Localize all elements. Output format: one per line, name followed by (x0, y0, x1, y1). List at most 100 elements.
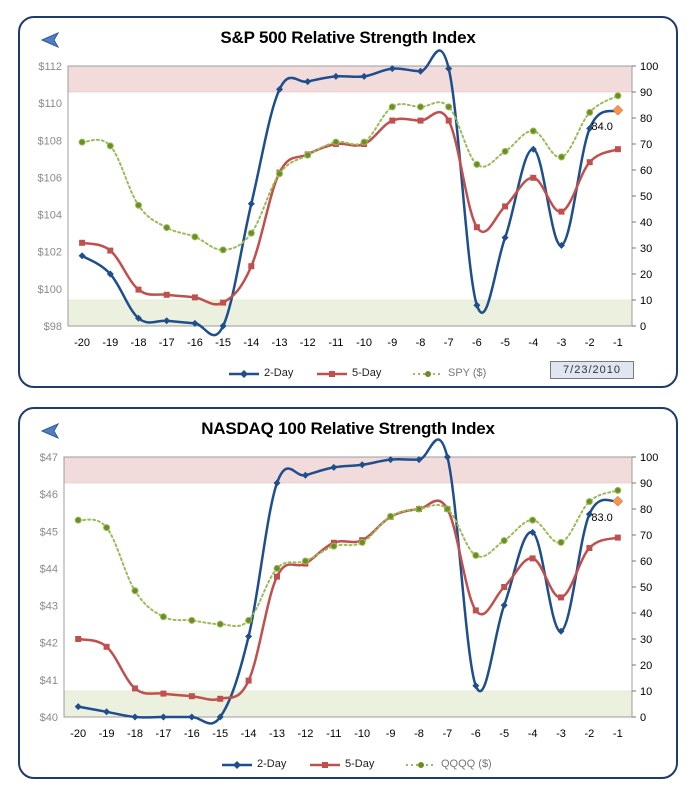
data-point (586, 124, 594, 132)
data-point (217, 695, 224, 702)
left-axis-tick-label: $46 (40, 489, 58, 501)
data-point (245, 632, 253, 640)
left-axis-tick-label: $42 (40, 638, 58, 650)
data-point (388, 103, 396, 111)
data-point (191, 294, 198, 301)
data-point (529, 145, 537, 153)
x-axis-tick-label: -12 (300, 337, 316, 349)
last-value-marker (612, 495, 624, 507)
x-axis-tick-label: -13 (272, 337, 288, 349)
data-point (74, 703, 82, 711)
right-axis-tick-label: 20 (640, 660, 652, 672)
x-axis-tick-label: -20 (70, 728, 86, 740)
data-point (220, 299, 227, 306)
data-point (216, 713, 224, 721)
legend-label: SPY ($) (448, 367, 487, 380)
legend-swatch (406, 762, 436, 768)
data-point (472, 682, 480, 690)
right-axis-tick-label: 40 (640, 217, 652, 229)
data-point (135, 201, 142, 209)
data-point (78, 252, 86, 260)
oversold-band (63, 690, 633, 718)
data-point (443, 453, 451, 461)
data-point (417, 103, 424, 111)
x-axis-tick-label: -10 (354, 728, 370, 740)
data-point (614, 486, 622, 494)
x-axis-tick-label: -19 (102, 337, 118, 349)
data-point (74, 516, 82, 524)
x-axis-tick-label: -15 (215, 337, 231, 349)
data-point (219, 322, 227, 330)
data-point (529, 528, 537, 536)
right-axis-tick-label: 80 (640, 504, 652, 516)
data-point (387, 512, 395, 520)
data-point (445, 65, 453, 73)
data-point (389, 117, 396, 124)
right-axis-tick-label: 90 (640, 87, 652, 99)
data-point (274, 573, 280, 580)
legend-label: 2-Day (257, 758, 287, 771)
left-axis-tick-label: $98 (44, 321, 62, 333)
data-point (78, 138, 86, 146)
data-point (219, 246, 227, 254)
data-point (332, 138, 340, 146)
x-axis-tick-label: -17 (159, 337, 175, 349)
x-axis-tick-label: -7 (443, 728, 453, 740)
x-axis-tick-label: -6 (471, 728, 481, 740)
nasdaq100-rsi-chart: $40 $41 $42 $43 $44 $45 $46 $47 0 10 20 30 40 50 60 70 8… (40, 438, 658, 740)
data-point (247, 200, 255, 208)
data-point (135, 286, 142, 293)
data-point (415, 505, 423, 513)
data-point (301, 471, 309, 479)
data-point (501, 147, 509, 155)
left-axis-tick-label: $104 (38, 210, 62, 222)
right-axis-tick-label: 0 (640, 712, 646, 724)
right-axis-tick-label: 100 (640, 61, 658, 73)
data-point (388, 65, 396, 73)
x-axis-tick-label: -18 (131, 337, 147, 349)
data-point (163, 317, 171, 325)
left-axis-tick-label: $43 (40, 601, 58, 613)
x-axis-tick-label: -8 (416, 337, 426, 349)
data-point (248, 263, 255, 270)
data-point (558, 208, 565, 215)
left-axis-tick-label: $102 (38, 247, 62, 259)
data-point (75, 636, 82, 642)
legend-item: QQQQ ($) (404, 756, 492, 772)
x-axis-tick-label: -4 (528, 337, 538, 349)
back-arrow-icon[interactable] (40, 32, 60, 48)
legend-swatch (413, 371, 443, 377)
data-point (159, 613, 167, 621)
x-axis-tick-label: -16 (184, 728, 200, 740)
legend-label: 2-Day (264, 367, 294, 380)
series-line-spy (81, 94, 619, 251)
data-point (332, 72, 340, 80)
legend-swatch (317, 371, 347, 377)
data-point (614, 534, 621, 541)
right-axis-tick-label: 10 (640, 295, 652, 307)
data-point (330, 463, 338, 471)
x-axis-tick-label: -14 (243, 337, 259, 349)
data-point (191, 233, 199, 241)
data-point (188, 693, 195, 700)
data-point (360, 72, 368, 80)
data-point (558, 153, 565, 161)
right-axis-tick-label: 40 (640, 608, 652, 620)
data-point (358, 538, 366, 546)
data-point (529, 516, 537, 524)
series-line-5-day (80, 110, 620, 306)
chart-legend: 2-Day 5-Day SPY ($) (20, 365, 676, 381)
left-axis-tick-label: $106 (38, 172, 62, 184)
x-axis-tick-label: -11 (328, 337, 343, 349)
x-axis-tick-label: -8 (414, 728, 424, 740)
data-point (273, 479, 281, 487)
x-axis-tick-label: -17 (155, 728, 171, 740)
legend-label: 5-Day (352, 367, 382, 380)
x-axis-tick-label: -19 (99, 728, 115, 740)
data-point (103, 708, 111, 716)
data-point (443, 505, 451, 513)
data-point (585, 510, 593, 518)
data-point (473, 301, 481, 309)
x-axis-tick-label: -18 (127, 728, 143, 740)
back-arrow-icon[interactable] (40, 423, 60, 439)
